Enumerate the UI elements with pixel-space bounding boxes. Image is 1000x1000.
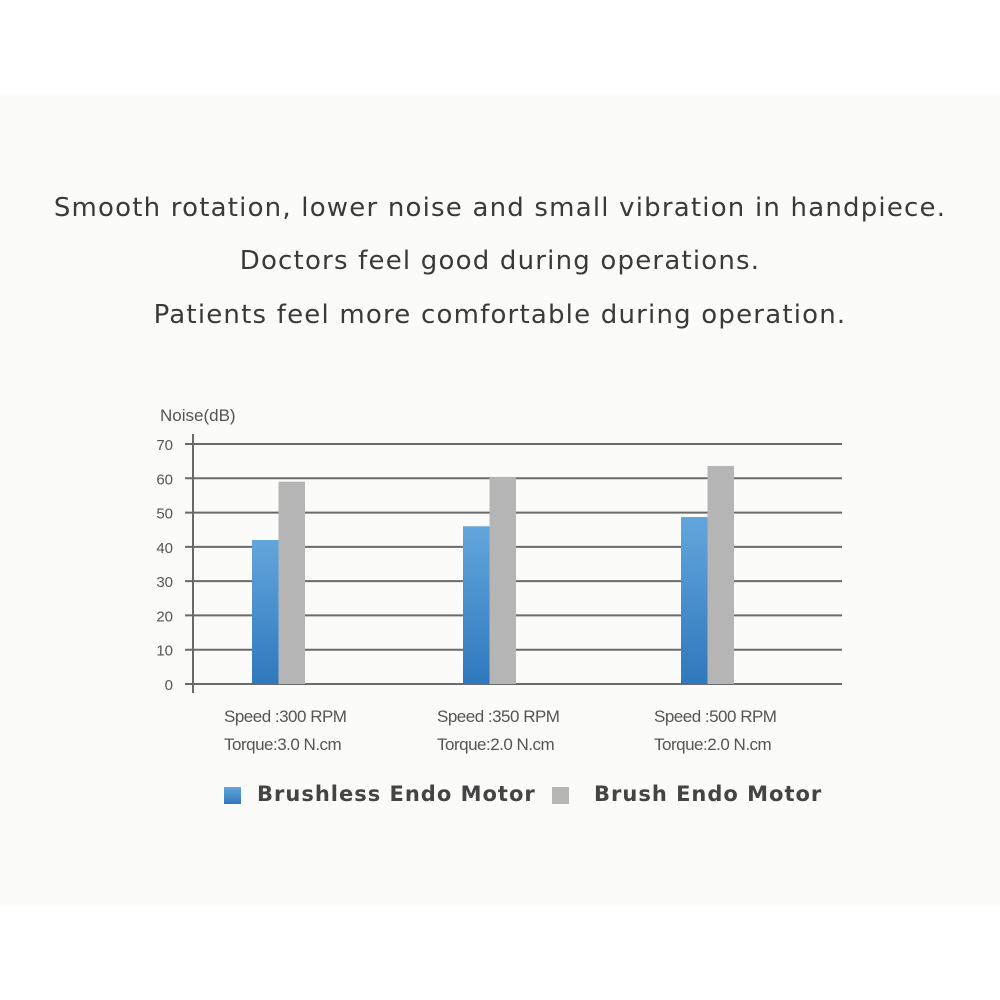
x-label-2: Speed :350 RPM Torque:2.0 N.cm	[437, 703, 560, 759]
y-tick-label: 10	[156, 643, 173, 660]
bar-brush	[278, 481, 305, 684]
headline-3: Patients feel more comfortable during op…	[153, 300, 847, 330]
y-tick-label: 20	[156, 608, 173, 625]
x-label-1: Speed :300 RPM Torque:3.0 N.cm	[224, 703, 347, 759]
headline-1: Smooth rotation, lower noise and small v…	[53, 193, 947, 223]
legend-label-brushless: Brushless Endo Motor	[257, 782, 536, 806]
bar-brush	[489, 476, 516, 684]
y-axis-label: Noise(dB)	[160, 406, 236, 425]
x-label-speed: Speed :500 RPM	[654, 707, 777, 726]
y-tick-label: 40	[156, 540, 173, 557]
x-label-3: Speed :500 RPM Torque:2.0 N.cm	[654, 703, 777, 759]
x-label-torque: Torque:2.0 N.cm	[654, 735, 772, 754]
y-tick-label: 60	[156, 471, 173, 488]
y-tick-label: 30	[156, 574, 173, 591]
y-tick-label: 50	[156, 506, 173, 523]
bar-brush	[707, 465, 734, 684]
bar-brushless	[463, 526, 490, 684]
bar-brushless	[681, 517, 708, 684]
x-label-speed: Speed :300 RPM	[224, 707, 347, 726]
x-label-torque: Torque:3.0 N.cm	[224, 735, 342, 754]
legend-swatch-brushless	[224, 787, 241, 804]
headline-2: Doctors feel good during operations.	[239, 246, 761, 276]
bar-brushless	[252, 540, 279, 684]
legend-label-brush: Brush Endo Motor	[594, 782, 823, 806]
x-label-torque: Torque:2.0 N.cm	[437, 735, 555, 754]
y-tick-label: 0	[165, 677, 173, 694]
legend-swatch-brush	[552, 787, 569, 804]
x-label-speed: Speed :350 RPM	[437, 707, 560, 726]
y-tick-label: 70	[156, 437, 173, 454]
